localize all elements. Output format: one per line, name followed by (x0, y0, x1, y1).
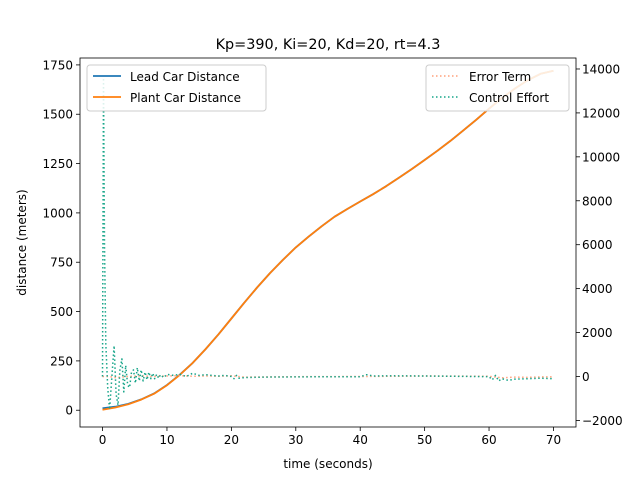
y2-tick-label: 0 (582, 370, 590, 384)
legend-left: Lead Car Distance Plant Car Distance (86, 64, 267, 112)
legend-label-error: Error Term (469, 70, 531, 84)
x-tick-label: 10 (159, 433, 174, 447)
series-line-plant-car-distance (102, 69, 554, 411)
left-y-axis-ticks: 0 250 500 750 1000 1250 1500 1750 (42, 58, 80, 418)
y2-tick-label: 4000 (582, 282, 613, 296)
x-tick-label: 30 (288, 433, 303, 447)
plot-area-frame (79, 57, 577, 428)
y-tick-label: 1750 (42, 58, 73, 72)
legend-label-control: Control Effort (469, 91, 549, 105)
legend-left-frame (86, 64, 267, 112)
legend-label-lead: Lead Car Distance (130, 70, 240, 84)
y-tick-label: 1250 (42, 157, 73, 171)
x-tick-label: 70 (546, 433, 561, 447)
x-tick-label: 0 (99, 433, 107, 447)
y-axis-label: distance (meters) (15, 189, 29, 295)
y2-tick-label: −2000 (582, 414, 623, 428)
x-tick-label: 50 (417, 433, 432, 447)
y-tick-label: 1000 (42, 206, 73, 220)
y-tick-label: 500 (50, 305, 73, 319)
legend-label-plant: Plant Car Distance (130, 91, 241, 105)
y2-tick-label: 14000 (582, 62, 620, 76)
x-tick-label: 60 (481, 433, 496, 447)
x-tick-label: 40 (353, 433, 368, 447)
y-tick-label: 0 (65, 404, 73, 418)
series-line-control-effort (101, 77, 554, 411)
legend-right: Error Term Control Effort (425, 64, 570, 112)
chart-title: Kp=390, Ki=20, Kd=20, rt=4.3 (216, 37, 441, 53)
y2-tick-label: 6000 (582, 238, 613, 252)
y-tick-label: 250 (50, 354, 73, 368)
y2-tick-label: 12000 (582, 106, 620, 120)
legend-right-frame (425, 64, 570, 112)
x-tick-label: 20 (224, 433, 239, 447)
y2-tick-label: 2000 (582, 326, 613, 340)
y-tick-label: 750 (50, 256, 73, 270)
y2-tick-label: 10000 (582, 150, 620, 164)
right-y-axis-ticks: −2000 0 2000 4000 6000 8000 10000 12000 14000 (576, 62, 623, 428)
series-layer (101, 69, 554, 411)
x-axis-ticks: 0 10 20 30 40 50 60 70 (99, 427, 561, 447)
y-tick-label: 1500 (42, 108, 73, 122)
y2-tick-label: 8000 (582, 194, 613, 208)
x-axis-label: time (seconds) (283, 457, 372, 471)
